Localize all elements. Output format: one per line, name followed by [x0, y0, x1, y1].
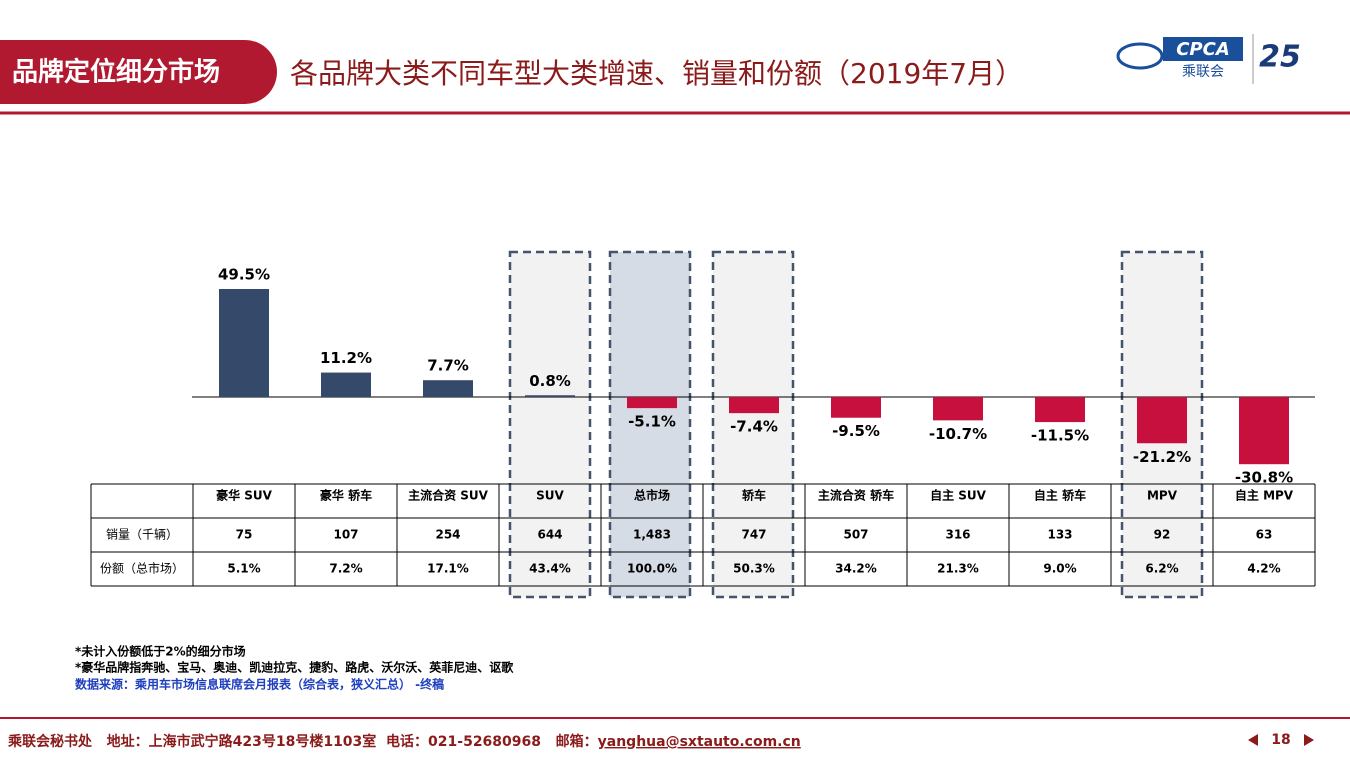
table-cell: 92 — [1154, 528, 1171, 542]
column-header: 总市场 — [634, 488, 670, 503]
bar — [1239, 397, 1289, 465]
data-label: -9.5% — [832, 422, 880, 440]
table-cell: 43.4% — [529, 562, 571, 576]
section-tab — [0, 40, 277, 104]
table-cell: 507 — [843, 528, 868, 542]
table-cell: 1,483 — [633, 528, 671, 542]
data-label: -11.5% — [1031, 427, 1089, 445]
footer-address: 乘联会秘书处 地址：上海市武宁路423号18号楼1103室 电话：021-526… — [7, 733, 598, 750]
anniversary-mark: 25 — [1259, 40, 1301, 75]
table-cell: 50.3% — [733, 562, 775, 576]
highlight-box — [608, 250, 692, 599]
column-header: MPV — [1147, 489, 1178, 503]
table-cell: 254 — [435, 528, 460, 542]
table-cell: 17.1% — [427, 562, 469, 576]
table-cell: 9.0% — [1043, 562, 1076, 576]
column-header: 主流合资 轿车 — [818, 488, 894, 503]
bar — [1035, 397, 1085, 423]
data-label: -30.8% — [1235, 469, 1293, 487]
table-cell: 133 — [1047, 528, 1072, 542]
column-header: 豪华 轿车 — [320, 488, 372, 503]
column-header: 自主 SUV — [930, 488, 987, 503]
column-header: SUV — [536, 489, 564, 503]
table-cell: 316 — [945, 528, 970, 542]
data-label: -7.4% — [730, 418, 778, 436]
logo-text: CPCA — [1176, 39, 1230, 60]
row-label: 销量（千辆） — [106, 528, 178, 542]
highlight-box — [711, 250, 795, 599]
footnote: *豪华品牌指奔驰、宝马、奥迪、凯迪拉克、捷豹、路虎、沃尔沃、英菲尼迪、讴歌 — [75, 660, 514, 675]
slide-title: 各品牌大类不同车型大类增速、销量和份额（2019年7月） — [290, 57, 1023, 90]
table-cell: 63 — [1256, 528, 1273, 542]
bar — [933, 397, 983, 421]
table-cell: 34.2% — [835, 562, 877, 576]
bar — [525, 395, 575, 397]
source-note: 数据来源：乘用车市场信息联席会月报表（综合表，狭义汇总） -终稿 — [75, 677, 444, 692]
column-header: 轿车 — [742, 488, 766, 503]
table-cell: 6.2% — [1145, 562, 1178, 576]
data-label: -10.7% — [929, 425, 987, 443]
table-cell: 107 — [333, 528, 358, 542]
bar — [219, 289, 269, 397]
column-header: 自主 MPV — [1235, 488, 1294, 503]
row-label: 份额（总市场） — [100, 561, 184, 576]
data-label: -5.1% — [628, 413, 676, 431]
next-arrow[interactable] — [1304, 734, 1314, 746]
table-cell: 21.3% — [937, 562, 979, 576]
table-cell: 644 — [537, 528, 562, 542]
column-header: 自主 轿车 — [1034, 488, 1086, 503]
table: 豪华 SUV 豪华 轿车 主流合资 SUV SUV 总市场 轿车 主流合资 轿车 自主 SUV… — [90, 483, 1316, 587]
table-cell: 747 — [741, 528, 766, 542]
data-label: 11.2% — [320, 349, 372, 367]
column-header: 豪华 SUV — [216, 488, 273, 503]
logo-mark — [1116, 42, 1164, 70]
bar — [627, 397, 677, 409]
footer-email[interactable]: yanghua@sxtauto.com.cn — [598, 734, 801, 750]
table-cell: 100.0% — [627, 562, 677, 576]
bars: 49.5% 11.2% 7.7% 0.8% -5.1% -7.4% -9.5% -10.7% -… — [218, 266, 1293, 487]
prev-arrow[interactable] — [1248, 734, 1258, 746]
table-cell: 7.2% — [329, 562, 362, 576]
footer-text: 乘联会秘书处 地址：上海市武宁路423号18号楼1103室 电话：021-526… — [7, 733, 801, 750]
section-title: 品牌定位细分市场 — [12, 57, 220, 88]
table-cell: 4.2% — [1247, 562, 1280, 576]
logo-cn: 乘联会 — [1182, 64, 1224, 80]
bar — [423, 380, 473, 397]
bar — [321, 372, 371, 397]
table-cell: 75 — [236, 528, 253, 542]
logo-box — [1163, 37, 1243, 61]
column-header: 主流合资 SUV — [408, 488, 489, 503]
table-cell: 5.1% — [227, 562, 260, 576]
footnote: *未计入份额低于2%的细分市场 — [75, 644, 246, 659]
data-label: 7.7% — [427, 357, 469, 375]
data-label: -21.2% — [1133, 448, 1191, 466]
data-label: 0.8% — [529, 372, 571, 390]
bar — [831, 397, 881, 418]
bar — [1137, 397, 1187, 444]
page-number: 18 — [1271, 732, 1290, 748]
data-label: 49.5% — [218, 266, 270, 284]
bar — [729, 397, 779, 414]
highlight-box — [508, 250, 592, 599]
